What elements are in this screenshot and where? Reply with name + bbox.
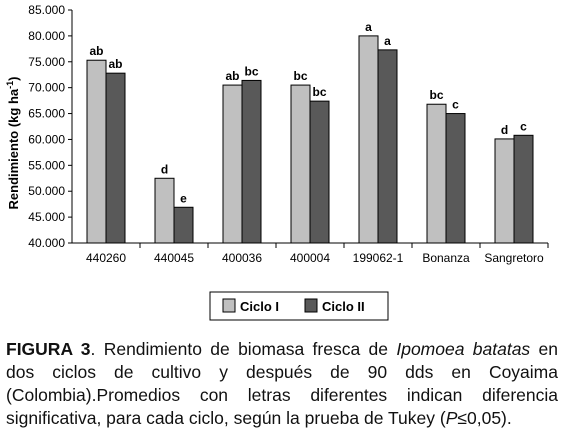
bar-ciclo-ii-400036 [241,79,262,244]
caption-species: Ipomoea batatas [396,339,531,359]
x-tick-label: 400036 [222,251,262,265]
y-tick-label: 55.000 [28,158,65,172]
significance-letter: d [161,162,168,176]
bar-ciclo-i-440260 [86,59,107,244]
caption-text-2: en dos ciclos de cultivo y después de 90… [6,339,558,428]
x-axis-ticks: 440260 440045 400036 400004 199062-1 Bonanza S… [86,243,549,265]
figure-caption: FIGURA 3. Rendimiento de biomasa fresca … [6,338,558,430]
bar-ciclo-i-400036 [222,84,243,244]
significance-letter: ab [225,69,239,83]
x-tick-label: 440260 [86,251,126,265]
significance-letter: bc [244,64,258,78]
bar-ciclo-ii-440260 [105,72,126,244]
significance-letter: c [520,119,527,133]
y-tick-label: 75.000 [28,55,65,69]
y-tick-label: 65.000 [28,107,65,121]
bar-ciclo-ii-400004 [309,100,330,244]
x-tick-label: 400004 [290,251,330,265]
x-tick-label: Bonanza [422,251,470,265]
legend-label-ciclo-ii: Ciclo II [322,299,365,314]
y-tick-label: 40.000 [28,236,65,250]
y-tick-label: 45.000 [28,210,65,224]
bar-chart: 40.000 45.000 50.000 55.000 60.000 65.000 70.0… [5,3,549,321]
x-tick-label: Sangretoro [484,251,544,265]
legend: Ciclo I Ciclo II [209,291,389,321]
bar-ciclo-ii-440045 [173,206,194,244]
bar-ciclo-i-440045 [154,177,175,244]
bar-ciclo-i-400004 [290,84,311,244]
caption-label: FIGURA 3 [6,339,91,359]
significance-letter: a [365,20,372,34]
significance-letter: bc [293,69,307,83]
legend-frame [209,291,389,321]
significance-letter: d [501,123,508,137]
caption-text-1: . Rendimiento de biomasa fresca de [90,339,397,359]
y-tick-label: 60.000 [28,132,65,146]
caption-p-symbol: P [445,408,458,428]
significance-letter: ab [108,57,122,71]
bar-ciclo-i-bonanza [426,103,447,244]
x-tick-label: 199062-1 [353,251,404,265]
significance-letter: bc [429,88,443,102]
significance-letter: e [180,191,187,205]
bar-ciclo-ii-sangretoro [513,134,534,244]
legend-swatch-ciclo-i [222,298,236,313]
bar-ciclo-ii-199062-1 [377,49,398,244]
caption-p-rest: ≤0,05). [457,408,512,428]
y-tick-label: 70.000 [28,81,65,95]
significance-letter: ab [89,44,103,58]
significance-letter: a [384,34,391,48]
y-tick-label: 85.000 [28,3,65,17]
x-tick-label: 440045 [154,251,194,265]
bar-ciclo-i-sangretoro [494,138,515,244]
bar-ciclo-ii-bonanza [445,113,466,244]
legend-label-ciclo-i: Ciclo I [240,299,279,314]
legend-swatch-ciclo-ii [304,298,318,313]
y-tick-label: 80.000 [28,29,65,43]
y-tick-label: 50.000 [28,184,65,198]
bar-ciclo-i-199062-1 [358,35,379,244]
y-axis-label: Rendimiento (kg ha-1) [5,77,21,210]
significance-letter: bc [312,85,326,99]
significance-letter: c [452,98,459,112]
bars [86,35,534,244]
y-axis-ticks: 40.000 45.000 50.000 55.000 60.000 65.000 70.0… [28,3,72,250]
